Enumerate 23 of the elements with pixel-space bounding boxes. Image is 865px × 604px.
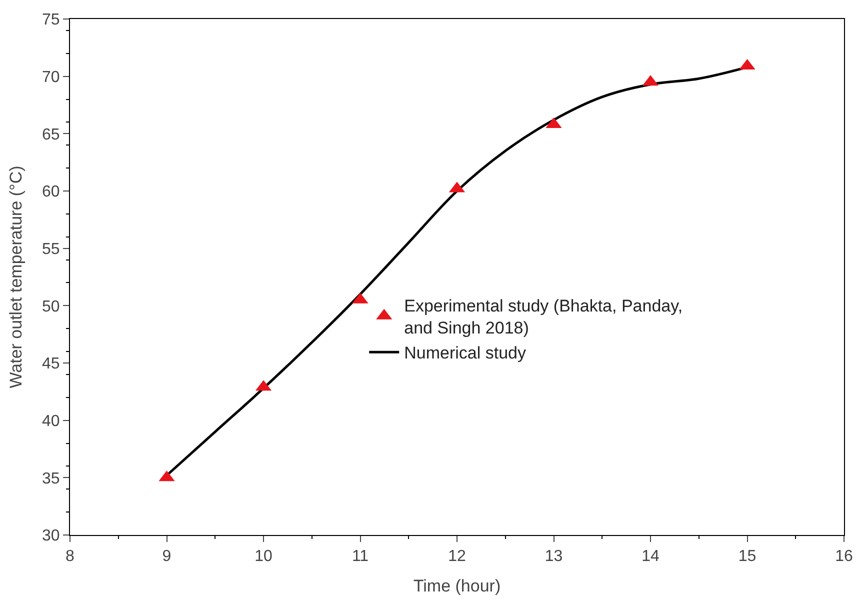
x-axis-title: Time (hour) bbox=[413, 576, 501, 596]
y-tick-label: 45 bbox=[42, 356, 60, 373]
y-axis-title: Water outlet temperature (°C) bbox=[6, 166, 26, 388]
y-tick-label: 50 bbox=[42, 298, 60, 316]
y-tick-label: 75 bbox=[42, 12, 60, 29]
y-tick-label: 60 bbox=[42, 184, 60, 201]
y-tick-label: 70 bbox=[42, 68, 60, 86]
y-tick-label: 55 bbox=[42, 240, 60, 258]
y-tick-label: 65 bbox=[42, 126, 60, 144]
x-tick-label: 10 bbox=[254, 548, 272, 566]
legend-label: Experimental study (Bhakta, Panday, and Singh 2018) bbox=[404, 296, 683, 338]
y-tick-label: 35 bbox=[42, 470, 60, 488]
x-tick-label: 13 bbox=[544, 548, 563, 566]
legend-label: Numerical study bbox=[404, 344, 526, 363]
x-tick-label: 8 bbox=[66, 548, 75, 566]
x-tick-label: 11 bbox=[352, 548, 369, 566]
x-tick-label: 14 bbox=[642, 548, 660, 566]
x-tick-label: 9 bbox=[162, 548, 172, 566]
x-tick-label: 12 bbox=[448, 548, 466, 566]
x-tick-label: 16 bbox=[835, 548, 853, 566]
x-tick-label: 15 bbox=[738, 548, 756, 566]
y-tick-label: 40 bbox=[42, 412, 60, 430]
y-tick-label: 30 bbox=[42, 528, 60, 545]
